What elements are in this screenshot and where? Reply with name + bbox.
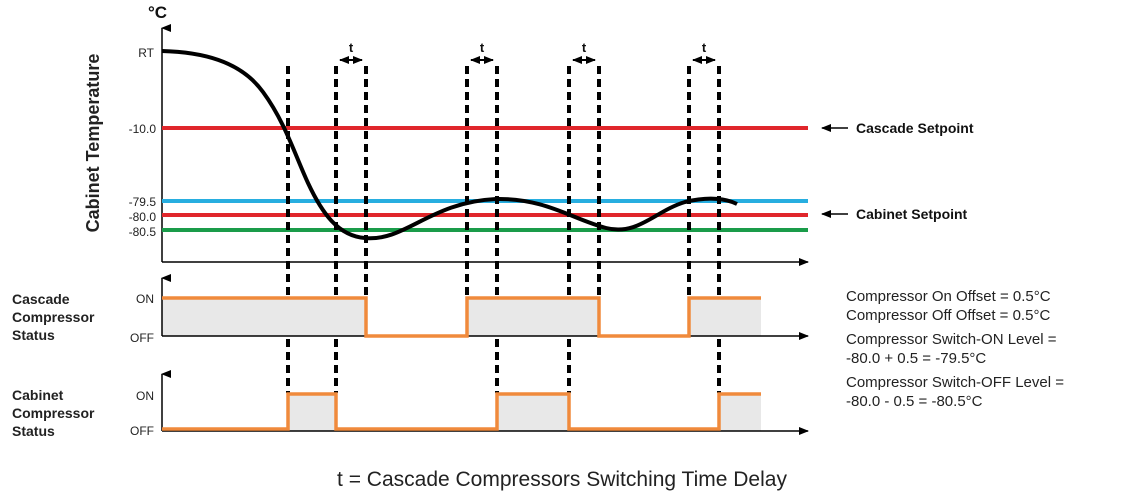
note-line-1: Compressor On Offset = 0.5°C [846,288,1051,305]
y-tick-cascade: -10.0 [129,122,157,136]
note-line-6: -80.0 - 0.5 = -80.5°C [846,393,983,410]
delay-label-1: t [349,40,354,55]
delay-label-4: t [702,40,707,55]
note-line-2: Compressor Off Offset = 0.5°C [846,307,1050,324]
delay-label-2: t [480,40,485,55]
cabinet-off-label: OFF [130,424,154,438]
cabinet-on-fill-1 [288,394,336,431]
cabinet-status-trace [162,392,761,431]
cabinet-on-fill-3 [719,394,761,431]
cascade-on-fill-1 [162,298,366,336]
cascade-on-fill-2 [467,298,599,336]
cascade-status-trace [162,296,761,338]
y-axis-title: Cabinet Temperature [83,54,103,233]
delay-label-3: t [582,40,587,55]
cabinet-on-label: ON [136,389,154,403]
cascade-on-label: ON [136,292,154,306]
cabinet-status-label-line-3: Status [12,423,55,439]
temperature-curve [161,49,738,241]
y-tick-on-level: -79.5 [129,195,157,209]
note-line-4: -80.0 + 0.5 = -79.5°C [846,350,986,367]
offset-notes: Compressor On Offset = 0.5°C Compressor … [846,288,1064,410]
switching-markers [286,66,721,393]
cabinet-status-label-line-1: Cabinet [12,387,64,403]
cascade-setpoint-callout: Cascade Setpoint [856,120,974,136]
cascade-on-fill-3 [689,298,761,336]
cascade-status-label-line-1: Cascade [12,291,70,307]
y-tick-setpoint: -80.0 [129,210,157,224]
cascade-status-label-line-2: Compressor [12,309,95,325]
note-line-5: Compressor Switch-OFF Level = [846,374,1064,391]
temperature-chart: °C Cabinet Temperature RT -10.0 -79.5 -8… [83,3,974,266]
cabinet-status-label-line-2: Compressor [12,405,95,421]
cabinet-status-chart: Cabinet Compressor Status ON OFF [12,370,809,439]
y-unit-label: °C [148,3,167,22]
time-delay-footnote: t = Cascade Compressors Switching Time D… [337,468,787,491]
cascade-off-label: OFF [130,331,154,345]
note-line-3: Compressor Switch-ON Level = [846,331,1057,348]
y-tick-rt: RT [138,46,154,60]
y-tick-off-level: -80.5 [129,225,157,239]
time-delay-indicators: t t t t [339,40,716,64]
cascade-status-label-line-3: Status [12,327,55,343]
cabinet-on-fill-2 [497,394,569,431]
cascade-status-chart: Cascade Compressor Status ON OFF [12,274,809,345]
cabinet-setpoint-callout: Cabinet Setpoint [856,206,968,222]
